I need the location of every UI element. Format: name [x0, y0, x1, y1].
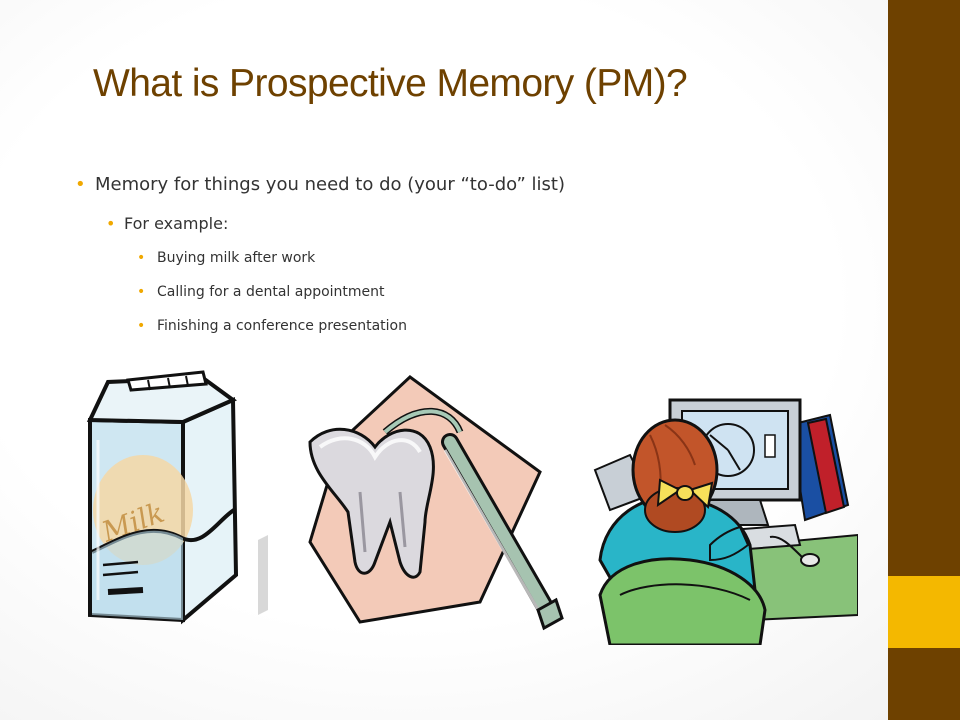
bullet-text: Memory for things you need to do (your “… — [95, 174, 565, 195]
bullet-level2: • For example: — [75, 214, 875, 250]
bullet-marker: • — [137, 250, 146, 266]
bullet-list: • Memory for things you need to do (your… — [75, 174, 875, 352]
milk-carton-icon: Milk — [86, 370, 268, 625]
bullet-text: Buying milk after work — [157, 250, 316, 266]
sidebar-accent-block — [888, 576, 960, 648]
bullet-level3-milk: • Buying milk after work — [75, 250, 875, 284]
bullet-level1: • Memory for things you need to do (your… — [75, 174, 875, 214]
bullet-text: Calling for a dental appointment — [157, 284, 385, 300]
bullet-marker: • — [75, 174, 86, 195]
woman-at-computer-icon — [593, 398, 858, 645]
bullet-level3-dental: • Calling for a dental appointment — [75, 284, 875, 318]
bullet-marker: • — [106, 214, 116, 233]
slide-title: What is Prospective Memory (PM)? — [93, 62, 688, 105]
bullet-text: Finishing a conference presentation — [157, 318, 407, 334]
theme-sidebar — [888, 0, 960, 720]
bullet-text: For example: — [124, 214, 229, 233]
bullet-marker: • — [137, 284, 146, 300]
bullet-level3-presentation: • Finishing a conference presentation — [75, 318, 875, 352]
bullet-marker: • — [137, 318, 146, 334]
dental-tooth-icon — [308, 375, 564, 631]
